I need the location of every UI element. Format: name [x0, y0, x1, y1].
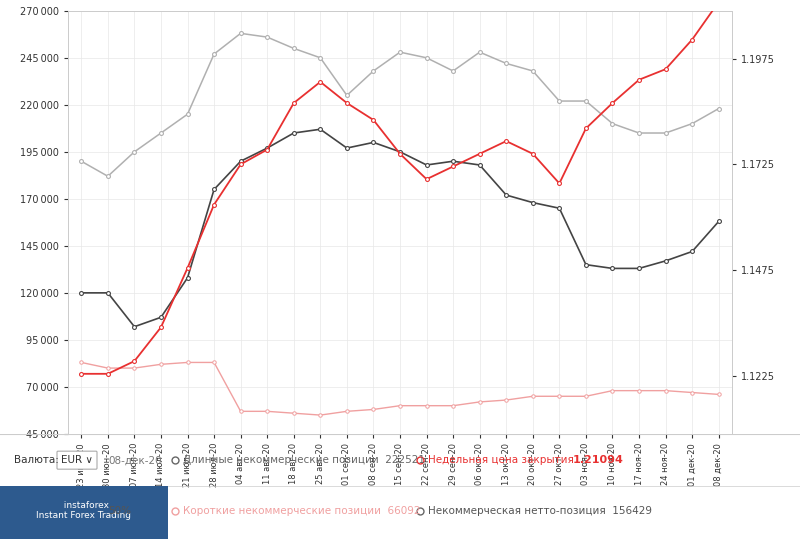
Text: 08-дек-20: 08-дек-20: [108, 455, 162, 465]
Text: Некоммерческая нетто-позиция  156429: Некоммерческая нетто-позиция 156429: [428, 506, 652, 516]
Text: 50%: 50%: [108, 506, 131, 516]
Text: instaforex
Instant Forex Trading: instaforex Instant Forex Trading: [37, 501, 131, 520]
FancyBboxPatch shape: [57, 451, 97, 469]
Text: 1.21094: 1.21094: [573, 455, 624, 465]
Text: EUR ∨: EUR ∨: [61, 455, 93, 465]
FancyBboxPatch shape: [0, 486, 168, 539]
Text: Длинные некоммерческие позиции  222521: Длинные некоммерческие позиции 222521: [183, 455, 425, 465]
Text: Недельная цена закрытия: Недельная цена закрытия: [428, 455, 580, 465]
Text: Короткие некоммерческие позиции  66092: Короткие некоммерческие позиции 66092: [183, 506, 421, 516]
Text: Валюта:: Валюта:: [14, 455, 59, 465]
